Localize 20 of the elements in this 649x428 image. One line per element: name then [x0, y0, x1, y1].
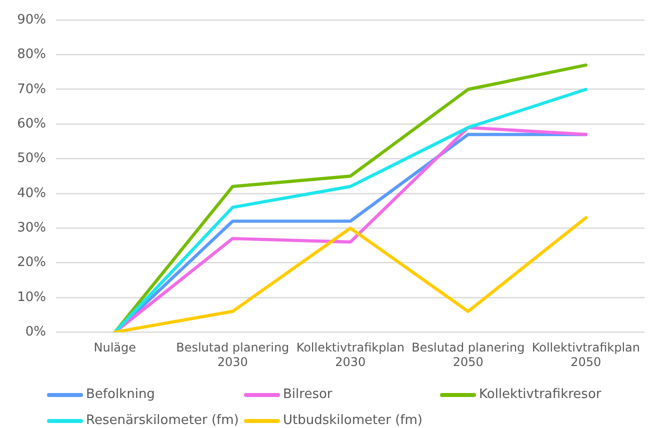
y-tick-label: 30%	[17, 220, 46, 236]
y-tick-label: 80%	[17, 47, 46, 62]
y-tick-label: 60%	[17, 116, 46, 132]
y-tick-label: 10%	[17, 290, 46, 305]
legend-label: Bilresor	[283, 387, 332, 402]
legend-label: Resenärskilometer (fm)	[86, 413, 239, 428]
y-tick-label: 0%	[25, 324, 46, 340]
y-tick-label: 20%	[17, 255, 46, 270]
x-tick-label: Nuläge	[94, 340, 136, 355]
y-tick-label: 70%	[17, 82, 46, 97]
x-tick-label: Kollektivtrafikplan 2030	[296, 340, 404, 369]
legend-label: Utbudskilometer (fm)	[283, 413, 422, 428]
x-tick-label: Kollektivtrafikplan 2050	[532, 340, 640, 369]
x-tick-label: Beslutad planering 2030	[176, 340, 290, 369]
y-tick-label: 50%	[17, 151, 46, 166]
y-tick-label: 40%	[17, 186, 46, 201]
legend-label: Kollektivtrafikresor	[479, 387, 602, 402]
y-tick-label: 90%	[17, 12, 46, 28]
x-tick-label: Beslutad planering 2050	[412, 340, 525, 369]
legend-label: Befolkning	[86, 387, 155, 402]
